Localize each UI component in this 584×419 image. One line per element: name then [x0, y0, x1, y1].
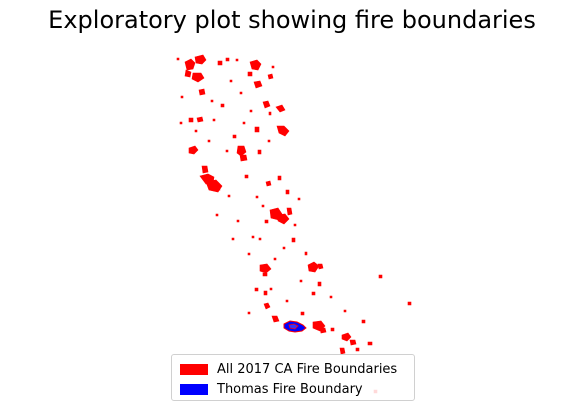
legend-item-thomas-fire: Thomas Fire Boundary: [172, 379, 363, 399]
map-legend: All 2017 CA Fire Boundaries Thomas Fire …: [171, 354, 415, 401]
legend-item-all-fires: All 2017 CA Fire Boundaries: [172, 359, 397, 379]
thomas-fire-boundary: [283, 320, 307, 333]
plot-title: Exploratory plot showing fire boundaries: [48, 6, 536, 34]
all-fire-boundaries: [176, 54, 412, 394]
legend-swatch-red: [180, 363, 208, 375]
legend-label-all-fires: All 2017 CA Fire Boundaries: [217, 361, 398, 377]
legend-swatch-blue: [180, 383, 208, 395]
legend-label-thomas-fire: Thomas Fire Boundary: [217, 381, 363, 397]
